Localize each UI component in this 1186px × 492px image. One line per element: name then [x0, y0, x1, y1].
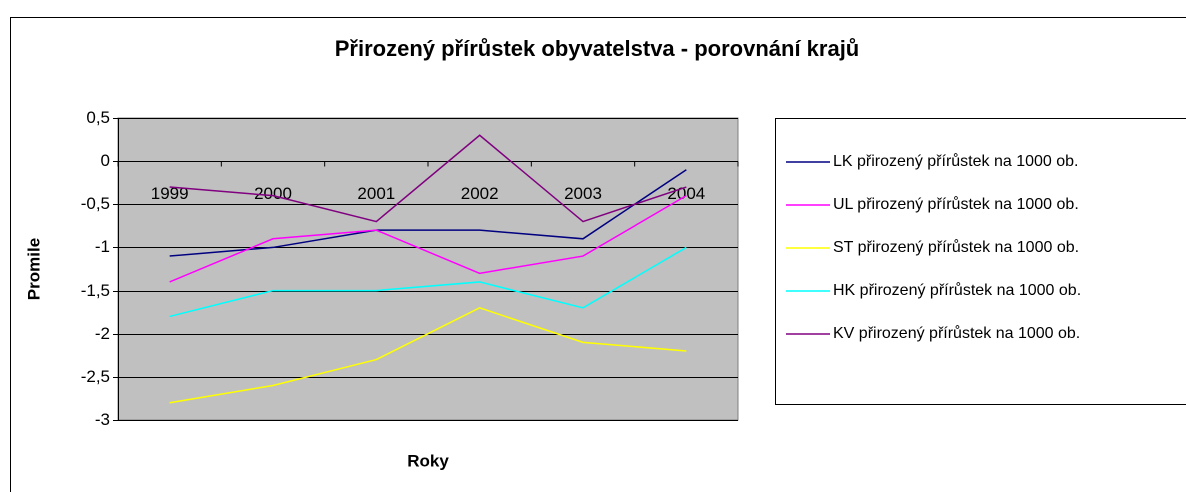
- series-line: [169, 307, 687, 404]
- y-axis-title: Promile: [24, 238, 43, 300]
- x-tick-label: 2002: [461, 184, 499, 203]
- series-line: [169, 195, 687, 283]
- x-tick-label: 2001: [357, 184, 395, 203]
- x-tick-label: 2003: [564, 184, 602, 203]
- legend-label: UL přirozený přírůstek na 1000 ob.: [833, 195, 1079, 213]
- x-tick-label: 1999: [151, 184, 189, 203]
- y-tick-label: -2: [95, 324, 110, 343]
- legend-label: HK přirozený přírůstek na 1000 ob.: [833, 281, 1081, 299]
- y-tick-label: -3: [95, 410, 110, 429]
- legend-label: LK přirozený přírůstek na 1000 ob.: [833, 152, 1078, 170]
- y-tick-label: -1: [95, 237, 110, 256]
- y-tick-label: -0,5: [81, 194, 110, 213]
- y-tick-label: 0: [101, 151, 110, 170]
- x-tick-label: 2000: [254, 184, 292, 203]
- legend-label: ST přirozený přírůstek na 1000 ob.: [833, 238, 1079, 256]
- series-line: [169, 246, 687, 318]
- y-tick-label: -2,5: [81, 367, 110, 386]
- x-tick-label: 2004: [667, 184, 705, 203]
- y-tick-label: 0,5: [86, 108, 110, 127]
- series-line: [169, 134, 687, 223]
- legend-box: [775, 118, 1186, 405]
- chart-title: Přirozený přírůstek obyvatelstva - porov…: [335, 36, 860, 61]
- plot-area: [117, 117, 739, 421]
- y-tick-label: -1,5: [81, 281, 110, 300]
- series-line: [169, 169, 687, 257]
- x-axis-title: Roky: [407, 451, 449, 470]
- legend-label: KV přirozený přírůstek na 1000 ob.: [833, 324, 1080, 342]
